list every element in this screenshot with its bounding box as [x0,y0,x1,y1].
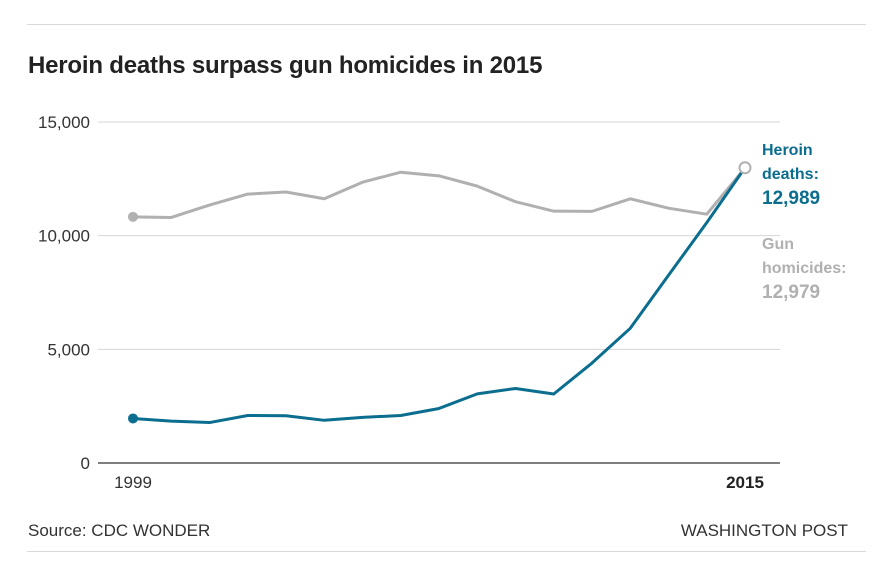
y-tick-label: 10,000 [38,227,90,246]
x-tick-label: 2015 [726,473,764,492]
series-start-point-gun [128,211,138,222]
source-note: Source: CDC WONDER [28,521,211,540]
y-tick-label: 15,000 [38,113,90,132]
series-line-heroin [131,166,747,425]
y-axis-ticks: 0 5,000 10,000 15,000 [38,113,90,473]
x-tick-label: 1999 [114,473,152,492]
series-label-heroin: Heroin [762,142,813,159]
series-label-gun: homicides: [762,260,846,277]
series-start-point-heroin [128,413,138,424]
series-line-gun [131,166,747,219]
top-rule [27,24,866,25]
chart-title: Heroin deaths surpass gun homicides in 2… [28,52,543,79]
x-axis-ticks: 1999 2015 [114,473,764,492]
series-label-heroin: deaths: [762,166,819,183]
series-value-label-gun: 12,979 [762,282,820,303]
gridlines [98,121,780,350]
series-label-gun: Gun [762,236,794,253]
y-tick-label: 0 [81,454,90,473]
credit-line: WASHINGTON POST [680,521,848,540]
y-tick-label: 5,000 [47,340,90,359]
series-labels: Gun homicides: 12,979 Heroin deaths: 12,989 [762,142,846,303]
series-value-label-heroin: 12,989 [762,188,820,209]
series-end-point-heroin [738,161,752,175]
bottom-rule [27,551,866,552]
series-lines [128,161,752,425]
